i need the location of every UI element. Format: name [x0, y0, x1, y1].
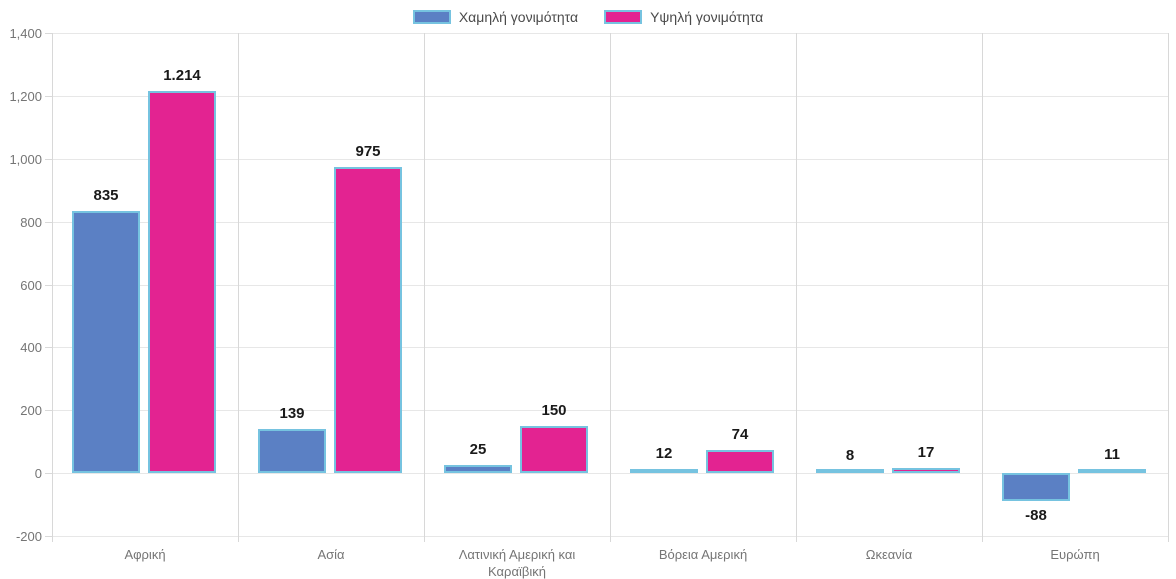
legend-item-low-fertility[interactable]: Χαμηλή γονιμότητα — [412, 9, 579, 25]
y-axis-label: 1,200 — [9, 88, 42, 104]
bar-low-fertility-5[interactable] — [1002, 473, 1070, 501]
bar-value-label: 11 — [1104, 445, 1120, 463]
x-axis-label: Ασία — [317, 547, 345, 562]
y-axis-tick — [45, 95, 52, 97]
legend-label-high-fertility: Υψηλή γονιμότητα — [650, 9, 764, 25]
gridline-vertical — [424, 33, 425, 542]
y-axis-tick — [45, 221, 52, 223]
bar-value-label: 12 — [655, 445, 673, 463]
bar-value-label: 1.214 — [163, 67, 201, 85]
y-axis-label: 1,400 — [9, 26, 42, 41]
bar-low-fertility-1[interactable] — [258, 429, 326, 474]
legend-item-high-fertility[interactable]: Υψηλή γονιμότητα — [604, 9, 763, 25]
legend-swatch-low-fertility-icon — [412, 10, 451, 24]
y-axis-label: 0 — [34, 466, 42, 482]
y-axis-tick — [45, 347, 52, 349]
gridline-vertical — [1168, 33, 1169, 542]
bar-low-fertility-2[interactable] — [444, 465, 512, 474]
y-axis-tick — [45, 284, 52, 286]
bar-value-label: 150 — [541, 401, 567, 419]
y-axis-label: 600 — [20, 277, 42, 293]
legend-swatch-high-fertility-icon — [604, 10, 643, 24]
bar-high-fertility-2[interactable] — [520, 425, 588, 474]
bar-low-fertility-0[interactable] — [72, 210, 140, 474]
x-axis-label: Ωκεανία — [865, 547, 913, 562]
y-axis-tick — [45, 536, 52, 537]
chart-legend: Χαμηλή γονιμότητα Υψηλή γονιμότητα — [0, 4, 1176, 30]
y-axis-tick — [45, 473, 52, 475]
gridline-vertical — [610, 33, 611, 542]
x-axis-label: Λατινική Αμερική και Καραϊβική — [458, 547, 576, 579]
bar-value-label: 17 — [917, 443, 935, 461]
x-axis-label: Αφρική — [124, 547, 166, 562]
y-axis-tick — [45, 410, 52, 412]
legend-label-low-fertility: Χαμηλή γονιμότητα — [458, 9, 579, 25]
bar-low-fertility-3[interactable] — [630, 469, 698, 474]
bar-high-fertility-4[interactable] — [892, 467, 960, 474]
y-axis-tick — [45, 33, 52, 34]
bar-high-fertility-1[interactable] — [334, 166, 402, 474]
x-axis-label: Βόρεια Αμερική — [658, 547, 748, 562]
bar-value-label: -88 — [1025, 506, 1047, 524]
y-axis-label: 200 — [20, 403, 42, 419]
x-axis-label: Ευρώπη — [1050, 547, 1100, 562]
gridline-vertical — [52, 33, 53, 542]
y-axis-label: 400 — [20, 340, 42, 356]
y-axis-label: 1,000 — [9, 151, 42, 167]
bar-high-fertility-5[interactable] — [1078, 469, 1146, 474]
bar-high-fertility-3[interactable] — [706, 449, 774, 474]
bar-low-fertility-4[interactable] — [816, 469, 884, 474]
bar-value-label: 835 — [93, 186, 119, 204]
y-axis-label: -200 — [15, 529, 42, 544]
bar-value-label: 975 — [355, 142, 381, 160]
bar-value-label: 25 — [469, 441, 487, 459]
bar-value-label: 8 — [845, 446, 855, 464]
bar-value-label: 74 — [731, 425, 749, 443]
gridline-vertical — [796, 33, 797, 542]
gridline-vertical — [982, 33, 983, 542]
bar-high-fertility-0[interactable] — [148, 91, 216, 474]
y-axis-tick — [45, 158, 52, 160]
gridline-vertical — [238, 33, 239, 542]
bar-value-label: 139 — [279, 405, 305, 423]
y-axis-label: 800 — [20, 214, 42, 230]
